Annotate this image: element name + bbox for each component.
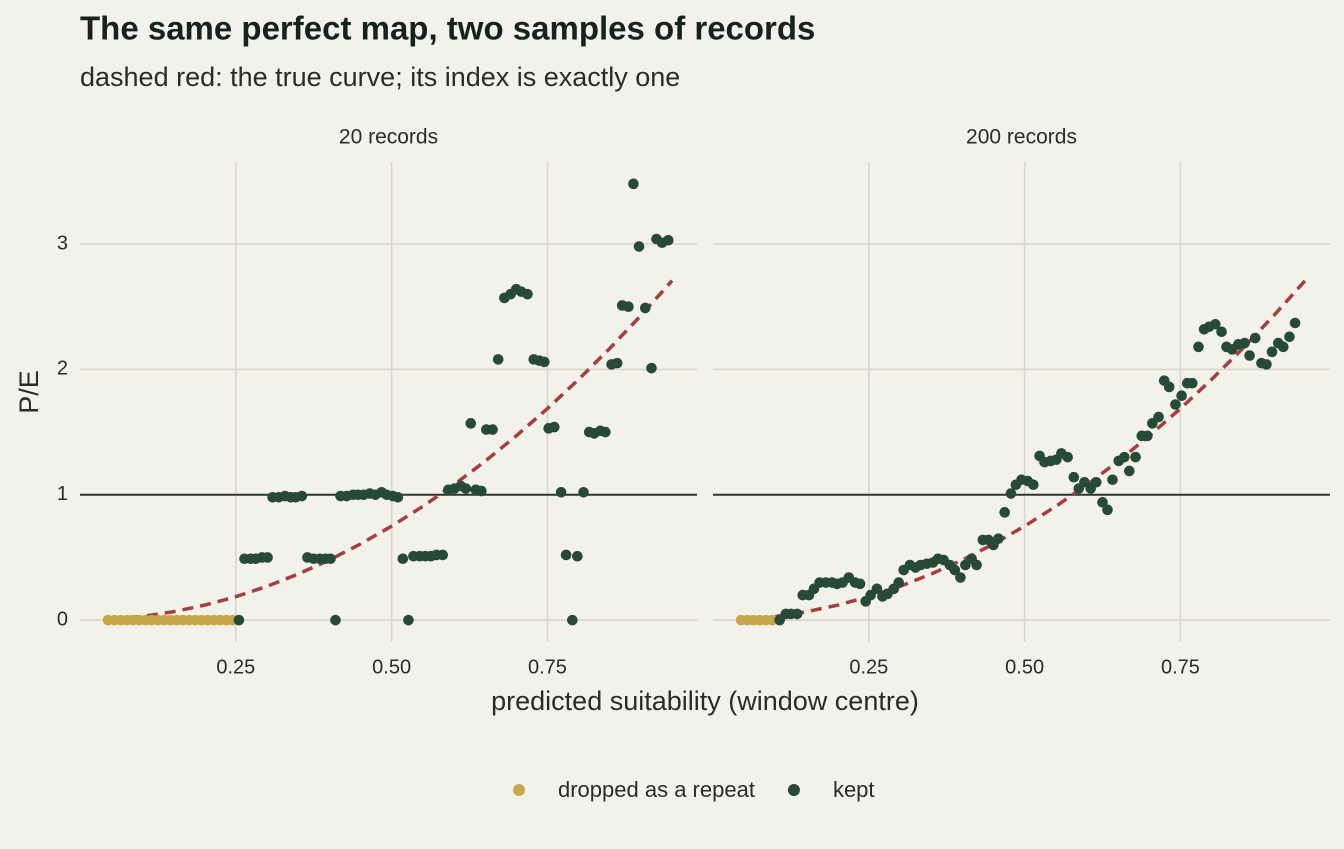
point [854, 578, 866, 590]
point [1005, 488, 1017, 499]
point [567, 614, 578, 626]
legend-label: dropped as a repeat [558, 777, 755, 802]
y-tick-label: 0 [57, 608, 68, 630]
chart-title: The same perfect map, two samples of rec… [80, 10, 815, 47]
point [1090, 476, 1102, 488]
point [460, 483, 472, 494]
chart-subtitle: dashed red: the true curve; its index is… [80, 62, 680, 92]
point [296, 490, 308, 502]
point [663, 234, 674, 246]
point [1193, 341, 1204, 353]
point [1130, 451, 1141, 463]
x-tick-label: 0.50 [372, 656, 411, 678]
y-tick-label: 3 [57, 232, 68, 254]
x-tick-label: 0.50 [1005, 656, 1044, 678]
point [1239, 337, 1250, 349]
point [611, 357, 623, 369]
y-tick-label: 2 [57, 358, 68, 380]
point [971, 559, 982, 571]
point [539, 356, 550, 368]
x-axis-label: predicted suitability (window centre) [491, 686, 919, 716]
point [1119, 451, 1130, 463]
y-axis-label: P/E [14, 370, 44, 414]
point [871, 583, 883, 595]
point [522, 288, 533, 300]
point [560, 549, 572, 561]
point [1107, 474, 1118, 486]
point [1163, 381, 1175, 393]
point [330, 614, 341, 626]
point [1216, 326, 1227, 338]
point [1028, 479, 1039, 491]
point [1289, 317, 1301, 329]
point [633, 241, 645, 252]
point [949, 564, 961, 576]
x-tick-label: 0.75 [528, 656, 567, 678]
point [1142, 430, 1153, 442]
point [1261, 359, 1272, 370]
point [1266, 346, 1278, 358]
point [465, 418, 477, 429]
point [572, 550, 583, 562]
point [600, 426, 611, 438]
point [1277, 341, 1289, 353]
x-tick-label: 0.25 [849, 656, 888, 678]
point [1186, 377, 1198, 389]
point [487, 424, 498, 435]
point [1124, 465, 1135, 477]
point [628, 178, 639, 190]
point [492, 354, 504, 365]
point [1068, 471, 1080, 483]
point [1244, 350, 1255, 361]
point [392, 491, 404, 503]
point [893, 577, 905, 588]
point [1249, 332, 1261, 344]
point [437, 549, 449, 561]
point [578, 486, 589, 498]
point [1284, 331, 1295, 343]
point [1176, 390, 1187, 402]
point [791, 608, 803, 620]
y-tick-label: 1 [57, 483, 68, 505]
point [233, 614, 245, 626]
legend-label: kept [833, 777, 875, 802]
point [325, 553, 336, 565]
point [403, 614, 414, 626]
point [646, 362, 657, 374]
point [955, 572, 966, 583]
point [993, 533, 1004, 544]
point [1210, 318, 1221, 330]
point [623, 301, 634, 313]
point [548, 421, 560, 433]
panel-title: 200 records [966, 126, 1077, 149]
point [476, 485, 487, 497]
point [1170, 399, 1181, 410]
true-curve [111, 279, 674, 621]
x-tick-label: 0.25 [216, 656, 255, 678]
panel-title: 20 records [339, 126, 438, 149]
point [639, 302, 651, 314]
point [1062, 451, 1073, 463]
point [766, 614, 778, 626]
legend-marker [787, 784, 800, 796]
point [555, 486, 567, 498]
x-tick-label: 0.75 [1161, 656, 1200, 678]
point [397, 553, 409, 565]
point [999, 507, 1010, 518]
point [1102, 504, 1113, 516]
point [1153, 411, 1164, 423]
point [262, 552, 273, 563]
legend-marker [513, 784, 525, 796]
point [1097, 497, 1108, 508]
